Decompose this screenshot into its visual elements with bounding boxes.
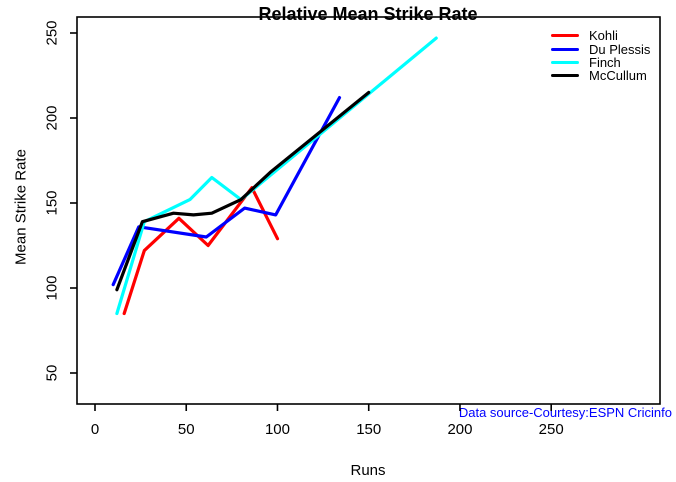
legend-item-finch: Finch	[551, 56, 650, 69]
data-source-note: Data source-Courtesy:ESPN Cricinfo	[459, 405, 672, 420]
series-line-kohli	[122, 186, 280, 316]
legend-label-du-plessis: Du Plessis	[589, 41, 651, 57]
legend-label-finch: Finch	[589, 54, 621, 70]
legend-item-mccullum: McCullum	[551, 69, 650, 82]
legend-label-kohli: Kohli	[589, 28, 618, 44]
series-line-mccullum	[115, 90, 371, 292]
x-tick-label: 150	[356, 421, 381, 438]
series-line-finch	[115, 36, 438, 316]
x-tick-label: 200	[447, 421, 472, 438]
x-tick-label: 100	[265, 421, 290, 438]
x-tick-label: 50	[178, 421, 195, 438]
x-tick-label: 0	[91, 421, 99, 438]
y-axis-title: Mean Strike Rate	[12, 149, 29, 265]
series-layer	[111, 36, 438, 316]
series-line-du-plessis	[111, 95, 342, 287]
x-axis-title: Runs	[350, 462, 385, 479]
y-tick-label: 200	[43, 105, 60, 130]
legend-item-kohli: Kohli	[551, 29, 650, 42]
y-tick-label: 250	[43, 20, 60, 45]
x-tick-label: 250	[539, 421, 564, 438]
legend-item-du-plessis: Du Plessis	[551, 41, 651, 57]
legend-label-mccullum: McCullum	[589, 68, 647, 84]
axes-layer: 0 50 100 150 200 250 50 100 150 200 250	[43, 16, 661, 438]
y-tick-label: 50	[43, 365, 60, 382]
chart-title: Relative Mean Strike Rate	[258, 4, 477, 24]
legend-line-swatch-finch	[551, 60, 579, 64]
y-tick-label: 150	[43, 190, 60, 215]
legend-line-swatch-mccullum	[551, 74, 579, 78]
legend: Kohli Du Plessis Finch McCullum	[551, 29, 650, 83]
legend-line-swatch-kohli	[551, 34, 579, 38]
legend-line-swatch-du-plessis	[551, 47, 579, 51]
y-tick-label: 100	[43, 275, 60, 300]
